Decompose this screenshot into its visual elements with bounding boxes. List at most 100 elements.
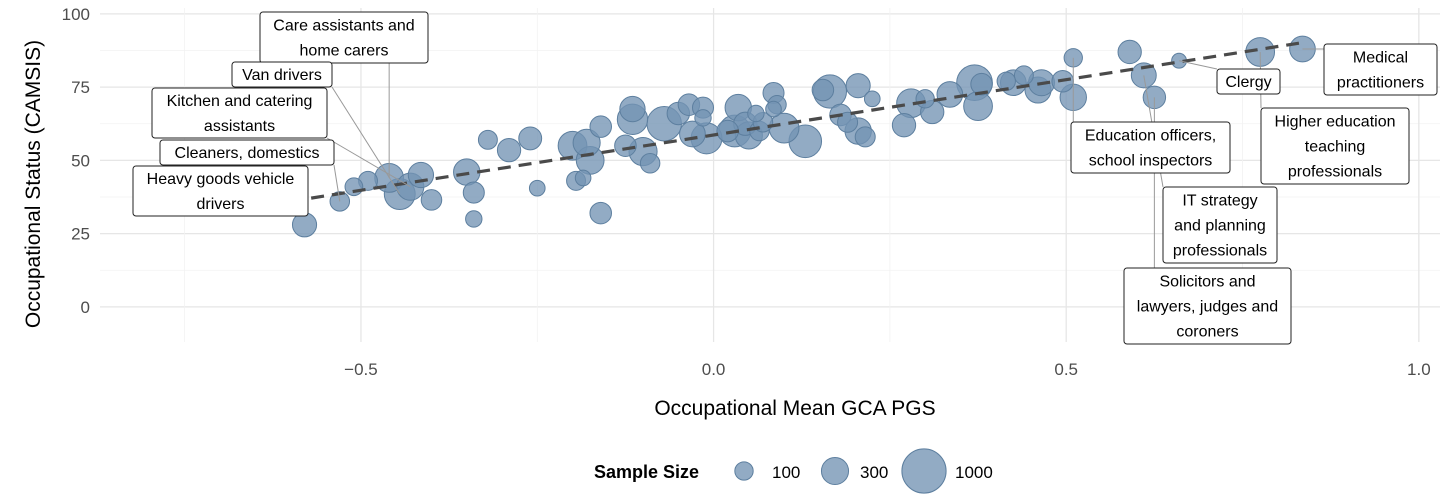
point-label: Solicitors and lawyers, judges and coroner… <box>1123 267 1292 345</box>
data-point <box>462 181 485 204</box>
data-point <box>854 126 876 148</box>
data-point <box>589 115 612 138</box>
label-text: Cleaners, domestics <box>175 145 320 162</box>
point-label: Clergy <box>1216 68 1281 95</box>
legend-label: 1000 <box>955 463 993 482</box>
label-text: assistants <box>204 118 275 135</box>
x-tick-label: 0.5 <box>1054 360 1078 379</box>
trend-line-group <box>290 41 1300 203</box>
label-box <box>231 61 333 88</box>
label-box <box>1123 267 1292 345</box>
label-leader-line <box>333 164 341 202</box>
data-point <box>574 169 592 187</box>
label-box <box>132 165 309 217</box>
legend-key <box>820 456 850 486</box>
point-labels: Care assistants and home carers Van driver… <box>132 11 1438 345</box>
data-point <box>915 89 935 109</box>
label-box <box>151 87 328 139</box>
label-leader-line <box>326 137 411 188</box>
data-point <box>891 113 917 138</box>
label-text: Solicitors and <box>1159 274 1255 291</box>
point-label: Higher education teaching professionals <box>1260 107 1410 185</box>
x-tick-label: 0.0 <box>702 360 726 379</box>
data-point <box>528 179 546 197</box>
label-text: Education officers, <box>1085 128 1216 145</box>
data-point <box>619 95 646 123</box>
y-tick-label: 50 <box>71 151 90 170</box>
data-point <box>747 104 765 123</box>
label-text: Van drivers <box>242 67 322 84</box>
y-tick-label: 75 <box>71 78 90 97</box>
data-point <box>518 126 543 151</box>
data-point <box>863 90 881 108</box>
point-label: Kitchen and catering assistants <box>151 87 328 139</box>
data-point <box>936 81 964 108</box>
label-box <box>1162 186 1278 264</box>
label-leader-lines <box>326 48 1324 268</box>
data-point <box>768 112 800 144</box>
x-axis-title: Occupational Mean GCA PGS <box>654 397 935 420</box>
label-text: home carers <box>300 43 389 60</box>
label-box <box>259 11 429 64</box>
data-point <box>496 137 522 163</box>
data-point <box>694 109 712 127</box>
legend-title: Sample Size <box>594 462 699 482</box>
data-point <box>970 72 993 96</box>
label-leader-line <box>331 86 401 195</box>
label-text: Medical <box>1353 50 1408 67</box>
x-axis-ticks: −0.5 0.0 0.5 1.0 <box>344 360 1430 379</box>
trend-line <box>290 41 1300 203</box>
legend-label: 300 <box>860 463 888 482</box>
data-point <box>811 78 835 102</box>
label-box <box>159 139 335 166</box>
label-box <box>1216 68 1281 95</box>
data-point <box>1117 39 1142 65</box>
label-text: Clergy <box>1225 74 1271 91</box>
point-label: Van drivers <box>231 61 333 88</box>
legend-label: 100 <box>772 463 800 482</box>
label-text: drivers <box>196 196 244 213</box>
point-label: Heavy goods vehicle drivers <box>132 165 309 217</box>
point-label: Care assistants and home carers <box>259 11 429 64</box>
y-tick-label: 25 <box>71 225 90 244</box>
label-text: coroners <box>1176 324 1238 341</box>
data-point <box>614 134 637 157</box>
label-box <box>1260 107 1410 185</box>
label-text: Higher education <box>1275 114 1396 131</box>
data-point <box>765 100 782 118</box>
legend-key <box>901 448 947 494</box>
data-point <box>477 129 498 150</box>
label-text: practitioners <box>1337 75 1424 92</box>
y-tick-label: 0 <box>81 298 90 317</box>
data-point <box>845 73 871 99</box>
label-text: Heavy goods vehicle <box>147 171 295 188</box>
x-tick-label: −0.5 <box>344 360 378 379</box>
label-box <box>1323 43 1438 96</box>
label-text: Care assistants and <box>273 18 414 35</box>
data-point <box>1013 65 1034 86</box>
label-text: IT strategy <box>1182 193 1257 210</box>
label-text: professionals <box>1173 243 1267 260</box>
label-text: professionals <box>1288 164 1382 181</box>
data-point <box>407 161 435 189</box>
label-text: lawyers, judges and <box>1137 299 1278 316</box>
label-text: Kitchen and catering <box>167 93 313 110</box>
data-points <box>289 35 1316 238</box>
size-legend: Sample Size 100 300 1000 <box>594 448 993 494</box>
data-point <box>465 210 483 228</box>
label-text: and planning <box>1174 218 1266 235</box>
y-axis-title: Occupational Status (CAMSIS) <box>22 40 45 328</box>
data-point <box>453 158 481 186</box>
data-point <box>420 189 443 211</box>
data-point <box>837 111 859 133</box>
point-label: Medical practitioners <box>1323 43 1438 96</box>
y-tick-label: 100 <box>62 5 90 24</box>
label-text: school inspectors <box>1089 153 1213 170</box>
point-label: Cleaners, domestics <box>159 139 335 166</box>
data-point <box>639 153 661 174</box>
point-label: Education officers, school inspectors <box>1070 121 1231 174</box>
label-text: teaching <box>1305 139 1366 156</box>
label-box <box>1070 121 1231 174</box>
legend-key <box>734 461 754 481</box>
